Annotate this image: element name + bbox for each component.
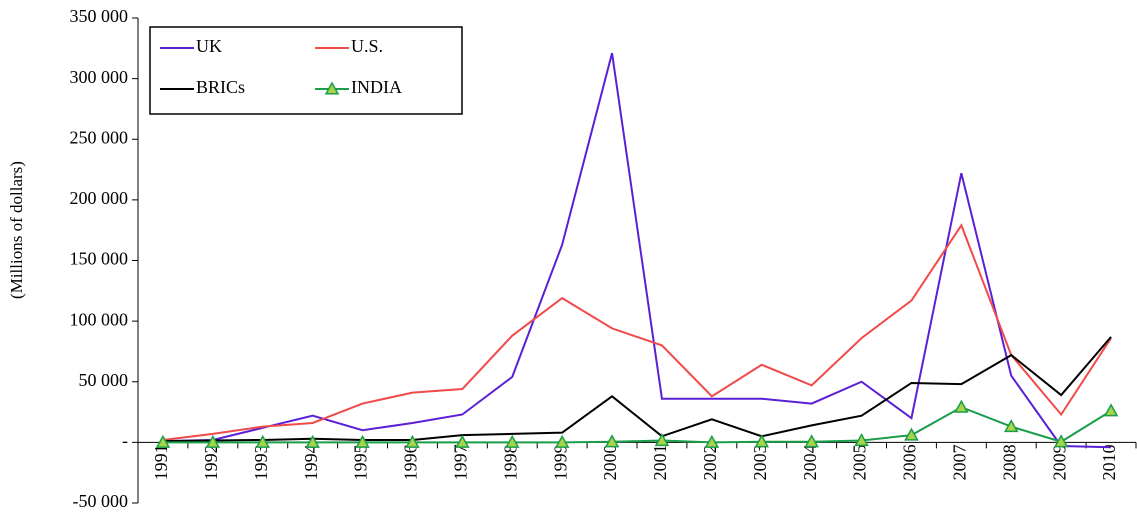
y-tick-label: - [122, 431, 128, 451]
x-tick-label: 1994 [301, 444, 321, 480]
x-tick-label: 1995 [351, 444, 371, 480]
marker [155, 434, 171, 448]
line-series [162, 223, 1112, 441]
legend-label: BRICs [196, 77, 245, 97]
y-tick-label: 50 000 [79, 370, 129, 390]
legend-box [149, 26, 463, 115]
marker [654, 433, 670, 447]
marker [205, 434, 221, 448]
marker [455, 434, 470, 448]
marker [804, 434, 819, 448]
marker [1103, 403, 1119, 417]
x-tick-label: 2007 [949, 444, 969, 480]
legend-label: U.S. [351, 36, 383, 56]
y-tick-label: 300 000 [70, 67, 129, 87]
marker [704, 434, 720, 448]
marker [1003, 419, 1019, 433]
y-tick-label: 350 000 [70, 6, 129, 26]
x-tick-label: 1991 [151, 444, 171, 480]
marker [355, 434, 370, 448]
x-tick-label: 2009 [1049, 444, 1069, 480]
marker [405, 434, 420, 448]
line-series [162, 336, 1112, 443]
marker [604, 434, 620, 448]
x-tick-label: 2004 [800, 444, 820, 480]
x-tick-label: 2001 [650, 444, 670, 480]
x-tick-label: 2010 [1099, 444, 1119, 480]
x-tick-label: 2005 [850, 444, 870, 480]
marker [754, 434, 770, 448]
y-tick-label: 200 000 [70, 188, 129, 208]
marker [1053, 434, 1069, 448]
y-tick-label: -50 000 [73, 491, 129, 511]
y-tick-label: 250 000 [70, 127, 129, 147]
legend-label: INDIA [351, 77, 402, 97]
line-series [162, 52, 1112, 449]
y-tick-label: 150 000 [70, 249, 129, 269]
line-series [162, 406, 1112, 444]
y-axis-label: (Millions of dollars) [7, 161, 26, 299]
marker [255, 434, 271, 448]
marker [554, 434, 570, 448]
legend-label: UK [196, 36, 222, 56]
y-tick-label: 100 000 [70, 309, 129, 329]
marker [504, 434, 520, 448]
x-tick-label: 1999 [550, 444, 570, 480]
marker [904, 427, 919, 441]
marker [854, 433, 869, 447]
x-tick-label: 1997 [450, 444, 470, 480]
x-tick-label: 2000 [600, 444, 620, 480]
x-tick-label: 2008 [999, 444, 1019, 480]
marker [954, 399, 969, 413]
x-tick-label: 1993 [251, 444, 271, 480]
x-tick-label: 2003 [750, 444, 770, 480]
x-tick-label: 2006 [900, 444, 920, 480]
marker [305, 434, 320, 448]
legend-marker [324, 81, 340, 95]
x-tick-label: 1998 [500, 444, 520, 480]
x-tick-label: 2002 [700, 444, 720, 480]
x-tick-label: 1992 [201, 444, 221, 480]
x-tick-label: 1996 [401, 444, 421, 480]
